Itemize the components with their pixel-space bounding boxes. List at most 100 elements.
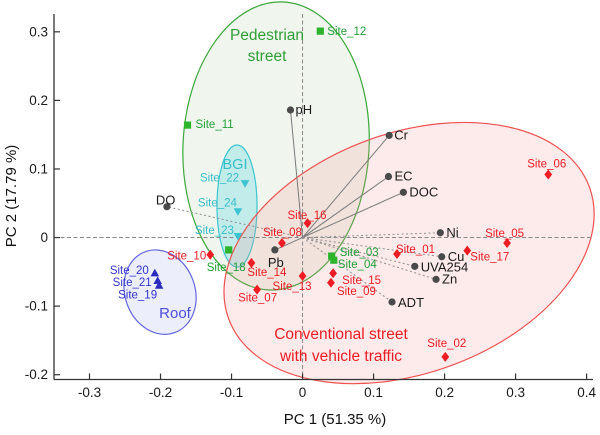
vector-line-Ni (302, 232, 441, 239)
site-marker-Site_14 (247, 257, 256, 268)
site-label-Site_16: Site_16 (288, 210, 327, 222)
site-marker-Site_17 (463, 245, 472, 256)
site-label-Site_15: Site_15 (342, 275, 381, 287)
site-marker-Site_21 (153, 276, 162, 284)
variable-label-Pb: Pb (268, 255, 284, 270)
variable-marker-EC (384, 172, 393, 181)
variable-label-DOC: DOC (409, 184, 438, 199)
group-ellipse-bgi (216, 144, 258, 268)
vector-line-ADT (302, 237, 393, 303)
vector-line-Cr (302, 135, 390, 238)
site-label-Site_23: Site_23 (195, 225, 234, 237)
x-tick-label: -0.1 (220, 385, 243, 400)
variable-label-Ni: Ni (446, 225, 458, 240)
variable-label-Zn: Zn (442, 271, 457, 286)
vector-line-EC (302, 176, 389, 238)
variable-marker-ADT (388, 298, 396, 306)
vector-line-DOC (302, 191, 404, 239)
site-marker-Site_18 (225, 246, 233, 254)
site-marker-Site_06 (544, 169, 553, 180)
site-label-Site_06: Site_06 (527, 158, 566, 170)
site-label-Site_02: Site_02 (427, 338, 466, 350)
site-marker-Site_24 (233, 208, 243, 216)
zero-lines (54, 14, 593, 380)
site-marker-Site_02 (441, 351, 450, 362)
group-labels: Pedestrian street BGI Roof Conventional stre… (159, 27, 408, 365)
variable-label-ADT: ADT (398, 295, 424, 310)
vector-line-Pb (274, 237, 303, 251)
x-tick-label: 0.3 (506, 385, 525, 400)
x-tick-label: 0.4 (577, 385, 596, 400)
site-marker-Site_20 (150, 268, 160, 277)
vector-line-pH (289, 109, 304, 238)
site-marker-Site_16 (303, 218, 312, 229)
site-marker-Site_22 (240, 180, 250, 188)
site-label-Site_18: Site_18 (207, 262, 246, 274)
y-tick-label: -0.1 (25, 299, 48, 314)
site-label-Site_04: Site_04 (338, 259, 378, 271)
group-label-roof: Roof (159, 305, 192, 322)
variable-label-pH: pH (295, 102, 312, 117)
variable-label-UVA254: UVA254 (421, 259, 468, 274)
y-tick-label: 0 (40, 230, 48, 245)
vector-line-UVA254 (302, 237, 415, 267)
variable-label-Cr: Cr (394, 127, 408, 142)
variable-marker-Pb (271, 246, 279, 254)
vector-line-Zn (302, 237, 437, 280)
site-label-Site_21: Site_21 (113, 277, 152, 289)
site-marker-Site_11 (183, 121, 192, 129)
site-marker-Site_15 (329, 268, 337, 279)
group-ellipse-conventional-street-with-vehicle-traffic (223, 121, 595, 385)
site-marker-Site_07 (253, 284, 262, 295)
group-label-conventional-street-with-vehicle-traffic: Conventional street with vehicle traffic (274, 326, 408, 365)
site-label-Site_20: Site_20 (110, 265, 149, 277)
site-marker-Site_13 (298, 270, 307, 281)
site-marker-Site_08 (278, 238, 286, 249)
site-points: Site_03Site_04Site_11Site_12Site_18Site_… (110, 26, 566, 362)
variable-marker-DOC (399, 188, 407, 196)
x-tick-label: 0 (299, 385, 307, 400)
variable-marker-Cr (385, 131, 393, 139)
vector-line-DO (166, 206, 303, 239)
site-label-Site_12: Site_12 (327, 26, 366, 38)
variable-marker-Cu (438, 253, 446, 261)
site-label-Site_19: Site_19 (118, 290, 157, 302)
site-label-Site_10: Site_10 (167, 251, 206, 263)
axes: -0.3 -0.2 -0.1 0 0.1 0.2 0.3 0.4 0.3 0.2 0.1 0 -0.1 -… (25, 14, 596, 400)
variable-marker-Zn (432, 275, 440, 283)
site-marker-Site_19 (154, 281, 164, 289)
variable-marker-Ni (436, 229, 444, 237)
site-label-Site_09: Site_09 (337, 286, 376, 298)
group-label-bgi: BGI (223, 157, 248, 173)
variable-marker-DO (163, 203, 171, 211)
x-tick-label: 0.2 (435, 385, 454, 400)
variable-label-DO: DO (156, 193, 176, 208)
variable-marker-UVA254 (411, 262, 419, 270)
site-marker-Site_04 (330, 256, 338, 264)
site-marker-Site_10 (206, 249, 215, 260)
variable-label-Cu: Cu (448, 249, 465, 264)
site-marker-Site_05 (503, 238, 511, 249)
site-label-Site_08: Site_08 (263, 227, 302, 239)
variable-label-EC: EC (394, 169, 412, 184)
vector-line-Cu (302, 237, 442, 258)
site-label-Site_11: Site_11 (196, 119, 234, 131)
group-ellipse-pedestrian-street (182, 1, 370, 291)
site-marker-Site_09 (327, 277, 335, 288)
site-marker-Site_23 (233, 232, 243, 241)
y-tick-label: 0.2 (29, 93, 48, 108)
site-label-Site_22: Site_22 (200, 172, 239, 184)
site-label-Site_05: Site_05 (485, 228, 524, 240)
group-ellipse-roof (123, 249, 197, 335)
y-tick-label: 0.1 (29, 161, 48, 176)
variable-marker-pH (286, 106, 295, 114)
variable-vectors (166, 109, 442, 303)
y-tick-label: -0.2 (25, 367, 48, 382)
x-tick-label: -0.3 (78, 385, 101, 400)
group-ellipses (123, 1, 595, 385)
site-marker-Site_01 (393, 249, 401, 260)
x-tick-label: 0.1 (364, 385, 383, 400)
